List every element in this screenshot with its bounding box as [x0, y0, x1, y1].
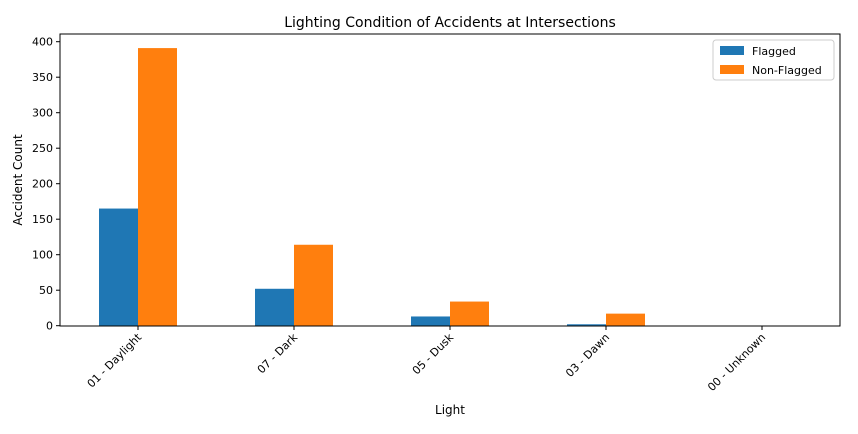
legend-label: Non-Flagged — [752, 64, 822, 77]
x-tick-label: 07 - Dark — [255, 330, 301, 376]
bar-flagged — [255, 288, 294, 326]
y-tick-label: 100 — [32, 249, 53, 262]
bar-non-flagged — [450, 301, 489, 326]
legend-swatch — [720, 65, 744, 74]
plot-frame — [59, 33, 841, 327]
y-tick-label: 350 — [32, 71, 53, 84]
chart-title: Lighting Condition of Accidents at Inter… — [284, 15, 616, 31]
y-tick-label: 200 — [32, 178, 53, 191]
y-tick-label: 300 — [32, 107, 53, 120]
legend-swatch — [720, 46, 744, 55]
bar-non-flagged — [138, 48, 177, 326]
y-tick-label: 50 — [39, 284, 53, 297]
y-tick-label: 250 — [32, 142, 53, 155]
x-axis-label: Light — [435, 403, 465, 417]
x-tick-label: 03 - Dawn — [563, 331, 612, 380]
x-tick-label: 05 - Dusk — [410, 330, 457, 377]
x-tick-label: 00 - Unknown — [705, 331, 768, 394]
y-tick-label: 0 — [46, 320, 53, 333]
legend-label: Flagged — [752, 45, 796, 58]
bar-flagged — [567, 324, 606, 326]
bar-non-flagged — [606, 313, 645, 326]
y-tick-label: 150 — [32, 213, 53, 226]
bar-flagged — [411, 316, 450, 326]
bar-non-flagged — [294, 244, 333, 326]
x-tick-label: 01 - Daylight — [85, 330, 145, 390]
y-tick-label: 400 — [32, 36, 53, 49]
y-axis-label: Accident Count — [11, 134, 25, 226]
bar-flagged — [99, 208, 138, 326]
legend: Flagged Non-Flagged — [712, 39, 835, 81]
